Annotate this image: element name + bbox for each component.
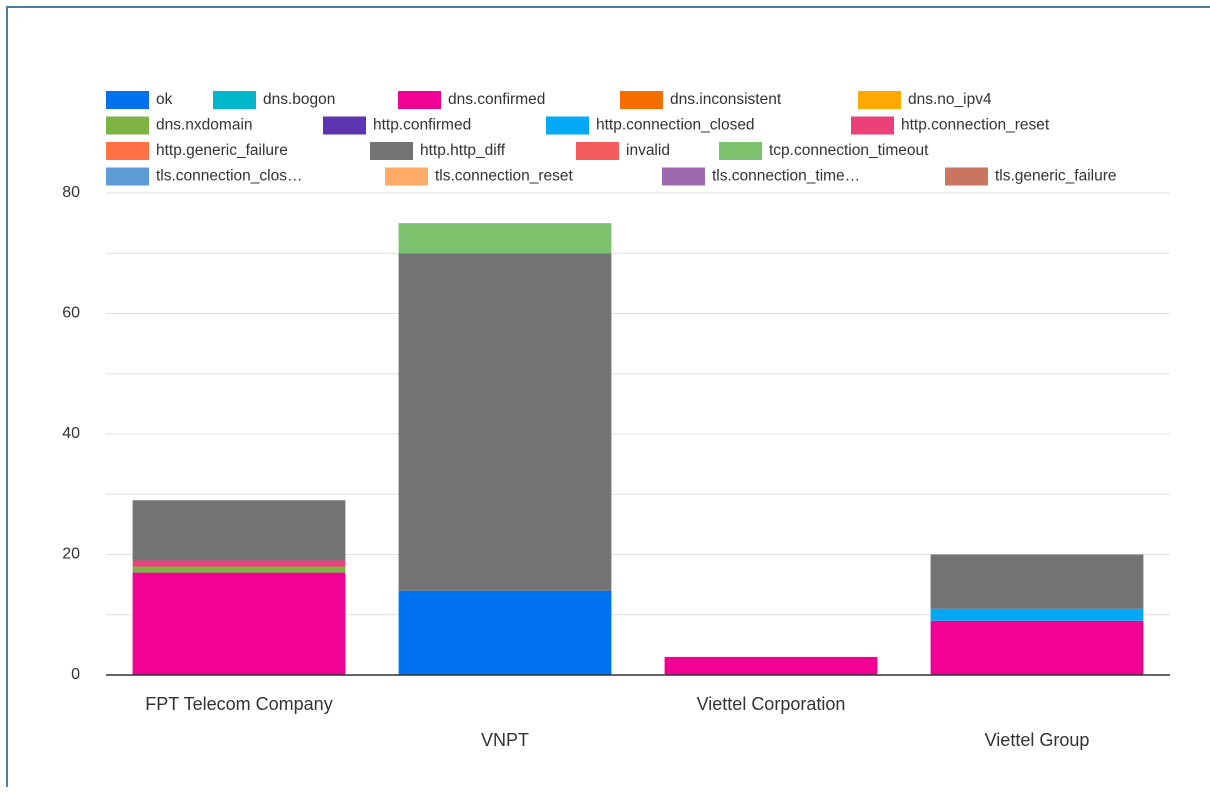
legend-swatch [662,167,705,186]
bar-segment [132,566,346,573]
legend-label: dns.bogon [263,91,335,108]
y-tick-label: 40 [62,425,80,442]
x-tick-label: VNPT [481,730,529,750]
legend-swatch [576,142,619,160]
x-tick-label: Viettel Group [985,730,1090,750]
legend-label: tls.connection_time… [712,168,860,185]
legend-swatch [719,142,762,160]
bar-segment [398,253,612,591]
legend-label: http.confirmed [373,117,471,134]
legend-swatch [323,116,366,135]
bar-segment [930,554,1144,609]
legend-label: dns.confirmed [448,91,545,108]
legend-swatch [106,116,149,135]
legend-swatch [546,116,589,135]
legend-swatch [106,91,149,109]
legend-swatch [106,142,149,160]
y-tick-label: 80 [62,184,80,201]
legend-label: http.connection_closed [596,117,755,134]
legend-swatch [385,167,428,186]
legend-label: invalid [626,142,670,159]
bar-segment [398,223,612,254]
bar-segment [132,572,346,675]
bar-segment [132,560,346,567]
y-tick-label: 20 [62,546,80,563]
x-tick-label: FPT Telecom Company [145,694,332,714]
legend-swatch [620,91,663,109]
frame [6,6,1210,792]
legend-label: http.http_diff [420,142,506,159]
legend-label: ok [156,91,173,108]
legend-label: dns.inconsistent [670,91,782,108]
legend-swatch [945,167,988,186]
legend-label: dns.nxdomain [156,117,253,134]
legend-swatch [106,167,149,186]
legend-swatch [370,142,413,160]
legend-label: dns.no_ipv4 [908,91,992,108]
bar-segment [398,590,612,675]
legend-label: http.connection_reset [901,117,1050,134]
legend-swatch [851,116,894,135]
legend-label: tls.connection_reset [435,168,574,185]
legend-swatch [213,91,256,109]
bar-segment [132,500,346,561]
legend-swatch [858,91,901,109]
legend-label: tls.connection_clos… [156,168,302,185]
legend-label: tls.generic_failure [995,168,1116,185]
legend-label: http.generic_failure [156,142,288,159]
legend-swatch [398,91,441,109]
bar-segment [930,608,1144,621]
y-tick-label: 0 [71,666,80,683]
bar-segment [664,656,878,675]
legend-label: tcp.connection_timeout [769,142,929,159]
x-tick-label: Viettel Corporation [697,694,846,714]
bar-segment [930,620,1144,675]
y-tick-label: 60 [62,305,80,322]
